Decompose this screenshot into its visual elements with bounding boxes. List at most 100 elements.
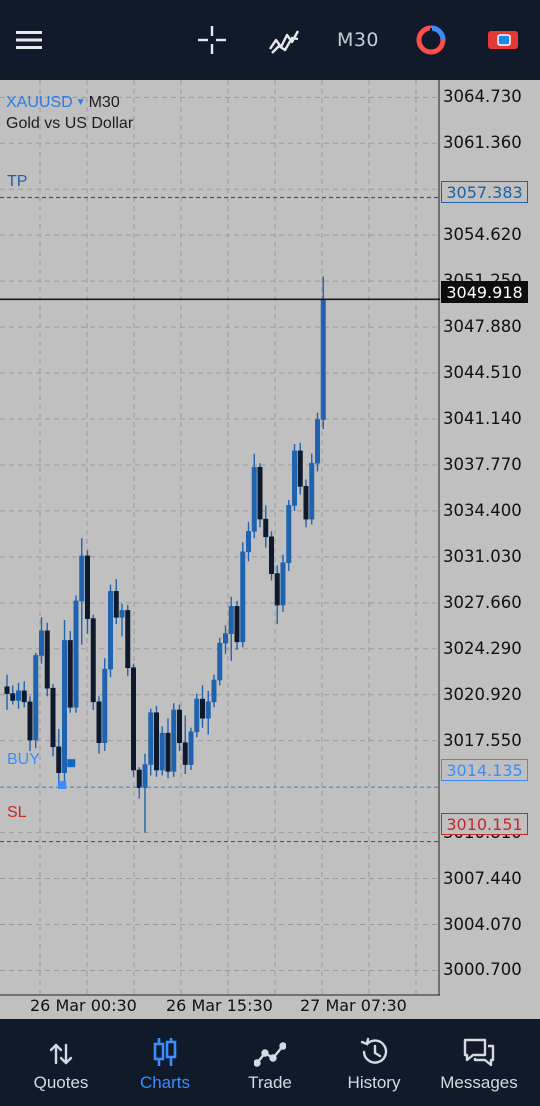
indicators-icon[interactable] (265, 20, 303, 60)
symbol-label[interactable]: XAUUSD ▼ M30 (6, 94, 120, 112)
candle-body (90, 618, 96, 703)
nav-quotes[interactable]: Quotes (20, 1019, 102, 1106)
candle (309, 453, 315, 525)
candle-body (67, 640, 73, 708)
buy-entry-marker (67, 759, 76, 768)
candle-body (61, 640, 67, 774)
candle-body (125, 610, 131, 669)
candle (4, 674, 10, 710)
y-axis-label: 3024.290 (443, 638, 522, 658)
candle-body (159, 732, 165, 771)
y-axis-label: 3017.550 (443, 730, 522, 750)
candle (73, 595, 79, 713)
x-axis-label: 26 Mar 00:30 (30, 996, 137, 1015)
sl-line-label[interactable]: SL (7, 804, 27, 821)
candle-body (182, 742, 188, 765)
charts-icon (152, 1019, 178, 1067)
candle (211, 674, 217, 708)
chart-style-icon[interactable] (412, 20, 450, 60)
nav-charts[interactable]: Charts (124, 1019, 206, 1106)
candle (194, 693, 200, 738)
y-axis-label: 3031.030 (443, 546, 522, 566)
candle-body (217, 642, 223, 681)
candle-body (309, 462, 315, 520)
candle-body (297, 450, 303, 487)
candle-body (131, 667, 137, 771)
x-axis-label: 27 Mar 07:30 (300, 996, 407, 1015)
chart-area[interactable]: XAUUSD ▼ M30 Gold vs US Dollar 3064.730 306… (0, 80, 540, 1019)
candle-body (211, 679, 217, 703)
candle (125, 605, 131, 676)
y-axis-label: 3020.920 (443, 684, 522, 704)
candle (38, 617, 44, 664)
candle-body (303, 486, 309, 520)
symbol-description: Gold vs US Dollar (6, 115, 134, 132)
sl-price-tag[interactable]: 3010.151 (441, 813, 528, 835)
candle-body (15, 690, 21, 701)
buy-entry-marker (58, 781, 67, 789)
candle (165, 718, 171, 779)
candle-body (257, 466, 263, 520)
buy-line-label[interactable]: BUY (7, 751, 40, 768)
tp-line-label[interactable]: TP (7, 173, 28, 190)
candle (21, 681, 27, 708)
candle (314, 412, 320, 472)
candle (257, 463, 263, 528)
candle-body (291, 450, 297, 506)
hamburger-menu-icon[interactable] (10, 20, 48, 60)
y-axis-label: 3034.400 (443, 500, 522, 520)
candle (200, 685, 206, 728)
candle (15, 682, 21, 709)
nav-charts-label: Charts (139, 1073, 191, 1092)
candle (119, 603, 125, 637)
candle (182, 715, 188, 775)
nav-history[interactable]: History (333, 1019, 415, 1106)
candle (246, 521, 252, 562)
candle-body (177, 709, 183, 744)
candle-body (274, 573, 280, 606)
candle (79, 538, 85, 645)
candle-body (251, 466, 257, 532)
y-axis-label: 3064.730 (443, 87, 522, 107)
candle (102, 658, 108, 751)
nav-messages[interactable]: Messages (432, 1019, 526, 1106)
symbol-timeframe: M30 (88, 94, 120, 111)
candle (303, 479, 309, 528)
candle-body (4, 686, 10, 694)
candle-body (10, 693, 16, 701)
candle (159, 726, 165, 776)
candle-body (240, 551, 246, 643)
candle (90, 614, 96, 710)
crosshair-icon[interactable] (193, 20, 231, 60)
x-axis-label: 26 Mar 15:30 (166, 996, 273, 1015)
one-click-trade-icon[interactable] (484, 20, 522, 60)
candle (108, 584, 114, 678)
candle-body (223, 633, 229, 644)
candle-body (79, 555, 85, 602)
buy-price-tag[interactable]: 3014.135 (441, 759, 528, 781)
y-axis-label: 3007.440 (443, 868, 522, 888)
candle-body (102, 668, 108, 744)
candle-body (85, 555, 91, 619)
tp-price-tag[interactable]: 3057.383 (441, 181, 528, 203)
price-chart[interactable] (0, 80, 540, 1019)
candle-body (205, 701, 211, 719)
candle-body (50, 687, 56, 748)
candle (223, 625, 229, 655)
candle (234, 600, 240, 650)
top-toolbar: M30 (0, 0, 540, 80)
nav-trade[interactable]: Trade (229, 1019, 311, 1106)
y-axis-label: 3000.700 (443, 960, 522, 980)
candle-body (194, 698, 200, 733)
symbol-ticker[interactable]: XAUUSD (6, 94, 73, 111)
candle-body (56, 746, 62, 774)
candle (61, 620, 67, 781)
timeframe-button[interactable]: M30 (334, 20, 382, 60)
candle (142, 753, 148, 833)
y-axis-label: 3041.140 (443, 409, 522, 428)
symbol-dropdown-icon[interactable]: ▼ (75, 97, 86, 108)
candle (171, 703, 177, 777)
candle (228, 596, 234, 661)
candle (96, 696, 102, 754)
candle (291, 444, 297, 511)
